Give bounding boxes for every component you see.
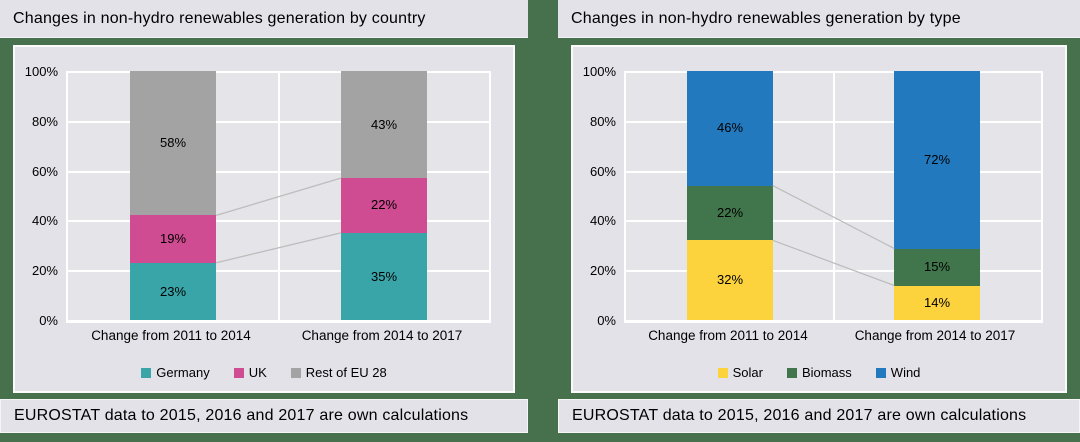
y-axis-tick-label: 60% — [589, 163, 616, 179]
bar-segment-germany — [130, 262, 216, 320]
legend-item-biomass: Biomass — [786, 365, 852, 380]
y-axis-tick-label: 40% — [31, 213, 58, 229]
legend-swatch — [717, 367, 728, 378]
plot-area: 23% 19% 58% 35% 22% 43% — [66, 71, 491, 323]
legend-item-solar: Solar — [717, 365, 763, 380]
source-note: EUROSTAT data to 2015, 2016 and 2017 are… — [0, 399, 528, 433]
stacked-bar: 14% 15% 72% — [894, 71, 980, 320]
gridline — [833, 71, 835, 320]
gridline — [278, 71, 280, 320]
y-axis-tick-label: 100% — [582, 64, 616, 79]
legend-swatch — [141, 367, 152, 378]
bar-segment-wind — [894, 71, 980, 249]
bar-segment-biomass — [687, 185, 773, 241]
legend-swatch — [290, 367, 301, 378]
chart-area: 23% 19% 58% 35% 22% 43% 0% 20% 40% 60% 80% 100% Chan… — [13, 45, 515, 393]
bar-value-label: 19% — [159, 231, 187, 247]
y-axis-tick-label: 20% — [31, 263, 58, 279]
bar-value-label: 22% — [716, 204, 744, 220]
legend-label: Biomass — [801, 365, 852, 380]
y-axis-tick-label: 0% — [597, 313, 616, 328]
bar-value-label: 22% — [370, 197, 398, 213]
bar-segment-rest-of-eu-28 — [130, 71, 216, 216]
x-axis-category-label: Change from 2014 to 2017 — [854, 328, 1016, 343]
bar-value-label: 32% — [716, 272, 744, 288]
chart-legend: Solar Biomass Wind — [573, 365, 1065, 380]
panel-by-type: Changes in non-hydro renewables generati… — [558, 0, 1080, 442]
bar-segment-wind — [687, 71, 773, 186]
y-axis-tick-label: 60% — [31, 163, 58, 179]
bar-segment-uk — [341, 178, 427, 233]
legend-label: Wind — [890, 365, 921, 380]
stacked-bar: 32% 22% 46% — [687, 71, 773, 320]
panel-by-country: Changes in non-hydro renewables generati… — [0, 0, 528, 442]
stacked-bar: 35% 22% 43% — [341, 71, 427, 320]
legend-item-rest-of-eu-28: Rest of EU 28 — [290, 365, 387, 380]
plot-area: 32% 22% 46% 14% 15% 72% — [624, 71, 1043, 323]
bar-value-label: 23% — [159, 283, 187, 299]
legend-item-germany: Germany — [141, 365, 210, 380]
y-axis-tick-label: 40% — [589, 213, 616, 229]
y-axis-tick-label: 20% — [589, 263, 616, 279]
legend-label: Germany — [156, 365, 210, 380]
bar-segment-solar — [894, 285, 980, 320]
y-axis-tick-label: 80% — [31, 113, 58, 129]
legend-label: Solar — [732, 365, 763, 380]
legend-swatch — [233, 367, 244, 378]
x-axis-category-label: Change from 2014 to 2017 — [301, 328, 463, 343]
x-axis-category-label: Change from 2011 to 2014 — [648, 328, 808, 343]
bar-value-label: 35% — [370, 268, 398, 284]
legend-swatch — [786, 367, 797, 378]
chart-title: Changes in non-hydro renewables generati… — [558, 0, 1080, 38]
stacked-bar: 23% 19% 58% — [130, 71, 216, 320]
x-axis-category-label: Change from 2011 to 2014 — [91, 328, 251, 343]
legend-item-wind: Wind — [875, 365, 921, 380]
bar-value-label: 58% — [159, 135, 187, 151]
chart-legend: Germany UK Rest of EU 28 — [15, 365, 513, 380]
chart-area: 32% 22% 46% 14% 15% 72% 0% 20% 40% 60% 80% 100% Chan… — [571, 45, 1067, 393]
legend-label: Rest of EU 28 — [305, 365, 387, 380]
bar-value-label: 14% — [923, 294, 951, 310]
y-axis-tick-label: 100% — [24, 64, 58, 79]
y-axis-tick-label: 80% — [589, 113, 616, 129]
bar-segment-biomass — [894, 248, 980, 286]
y-axis-tick-label: 0% — [39, 313, 58, 328]
bar-segment-germany — [341, 232, 427, 320]
bar-segment-uk — [130, 215, 216, 263]
bar-value-label: 43% — [370, 117, 398, 133]
bar-value-label: 72% — [923, 152, 951, 168]
chart-title: Changes in non-hydro renewables generati… — [0, 0, 528, 38]
bar-segment-rest-of-eu-28 — [341, 71, 427, 179]
legend-item-uk: UK — [233, 365, 267, 380]
bar-segment-solar — [687, 240, 773, 320]
legend-label: UK — [248, 365, 267, 380]
legend-swatch — [875, 367, 886, 378]
bar-value-label: 46% — [716, 120, 744, 136]
source-note: EUROSTAT data to 2015, 2016 and 2017 are… — [558, 399, 1080, 433]
bar-value-label: 15% — [923, 258, 951, 274]
